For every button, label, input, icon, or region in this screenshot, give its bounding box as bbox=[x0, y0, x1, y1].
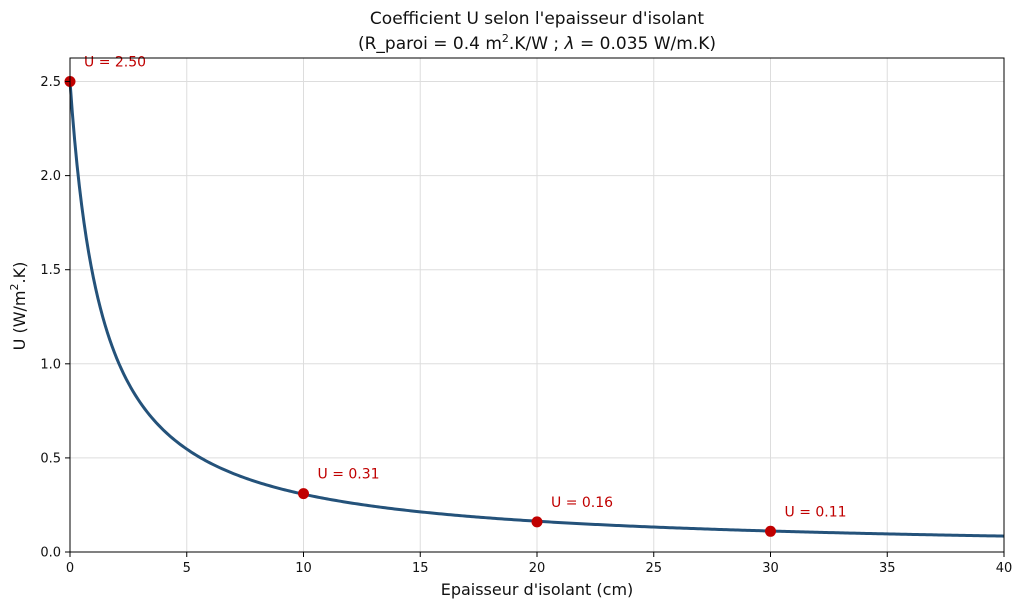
y-tick-label: 1.0 bbox=[40, 357, 61, 372]
chart-title-line-2: (R_paroi = 0.4 m2.K/W ; λ = 0.035 W/m.K) bbox=[358, 32, 716, 54]
point-annotation: U = 0.31 bbox=[318, 467, 380, 483]
highlight-point bbox=[531, 516, 543, 528]
chart-title-line-2-mid: .K/W ; bbox=[509, 34, 565, 54]
x-tick-label: 25 bbox=[645, 561, 662, 576]
point-annotation: U = 0.11 bbox=[785, 504, 847, 520]
x-tick-label: 5 bbox=[183, 561, 191, 576]
grid-lines bbox=[69, 58, 1005, 553]
highlight-points: U = 2.50 U = 0.31 U = 0.16 U = 0.11 bbox=[64, 55, 847, 537]
y-axis-label-sup: 2 bbox=[8, 283, 21, 290]
x-tick-label: 15 bbox=[412, 561, 429, 576]
x-tick-label: 35 bbox=[879, 561, 896, 576]
y-tick-label: 2.0 bbox=[40, 169, 61, 184]
chart-title-line-2-suffix: = 0.035 W/m.K) bbox=[575, 34, 716, 54]
y-tick-label: 2.5 bbox=[40, 75, 61, 90]
point-annotation: U = 2.50 bbox=[84, 55, 146, 71]
highlight-point bbox=[298, 488, 309, 500]
y-tick-label: 0.0 bbox=[40, 546, 61, 561]
x-tick-label: 30 bbox=[762, 561, 779, 576]
x-tick-label: 20 bbox=[529, 561, 546, 576]
highlight-point bbox=[765, 525, 776, 537]
y-tick-label: 1.5 bbox=[40, 263, 61, 278]
point-annotation: U = 0.16 bbox=[551, 495, 613, 511]
chart-title-line-2-sup: 2 bbox=[502, 32, 509, 45]
y-axis-label-suffix: .K) bbox=[10, 262, 29, 284]
x-axis-label: Epaisseur d'isolant (cm) bbox=[441, 580, 634, 599]
chart-title-line-2-lambda: λ bbox=[564, 34, 575, 54]
y-axis-label: U (W/m2.K) bbox=[8, 262, 29, 351]
chart-title-line-2-prefix: (R_paroi = 0.4 m bbox=[358, 34, 502, 54]
x-tick-label: 10 bbox=[295, 561, 312, 576]
chart-title-line-1: Coefficient U selon l'epaisseur d'isolan… bbox=[370, 9, 704, 29]
x-tick-label: 0 bbox=[66, 561, 74, 576]
y-tick-label: 0.5 bbox=[40, 451, 61, 466]
y-axis-label-prefix: U (W/m bbox=[10, 290, 29, 350]
tick-marks: 0 5 10 15 20 25 30 35 40 0.0 0.5 1.0 1.5 2.0 2.5 bbox=[40, 75, 1012, 576]
x-tick-label: 40 bbox=[996, 561, 1013, 576]
